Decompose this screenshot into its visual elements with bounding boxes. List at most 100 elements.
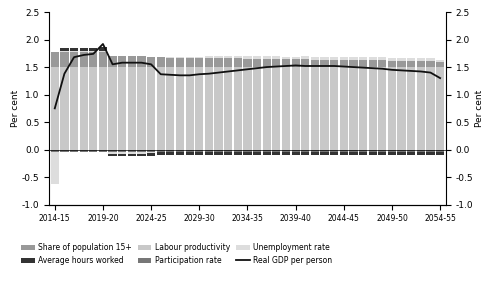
Bar xyxy=(388,58,396,61)
Bar xyxy=(359,152,367,155)
Bar xyxy=(292,150,300,152)
Bar xyxy=(137,152,146,154)
Bar xyxy=(368,57,377,61)
Bar xyxy=(137,150,146,152)
Bar xyxy=(186,58,194,67)
Bar xyxy=(436,150,444,152)
Bar xyxy=(397,152,406,155)
Bar xyxy=(205,152,213,155)
Bar xyxy=(253,56,261,59)
Bar xyxy=(60,67,69,150)
Bar xyxy=(272,56,280,59)
Bar xyxy=(378,57,387,61)
Bar xyxy=(205,67,213,150)
Bar xyxy=(79,51,88,52)
Bar xyxy=(137,56,146,67)
Bar xyxy=(99,51,107,52)
Bar xyxy=(292,57,300,59)
Bar xyxy=(253,67,261,150)
Bar xyxy=(176,58,184,67)
Bar xyxy=(330,57,338,60)
Bar xyxy=(301,67,309,150)
Bar xyxy=(137,154,146,156)
Bar xyxy=(50,150,59,152)
Bar xyxy=(108,56,117,67)
Bar xyxy=(166,67,174,150)
Bar xyxy=(137,67,146,150)
Bar xyxy=(147,67,155,150)
Bar xyxy=(359,67,367,150)
Bar xyxy=(253,59,261,67)
Bar xyxy=(388,61,396,67)
Bar xyxy=(263,59,271,67)
Bar xyxy=(157,67,165,150)
Bar xyxy=(426,152,435,155)
Bar xyxy=(215,67,222,150)
Bar xyxy=(89,52,98,67)
Bar xyxy=(89,67,98,150)
Bar xyxy=(359,61,367,67)
Bar xyxy=(118,56,126,67)
Bar xyxy=(436,152,444,155)
Bar xyxy=(349,57,358,61)
Bar xyxy=(349,67,358,150)
Bar xyxy=(215,58,222,67)
Bar xyxy=(195,58,203,67)
Bar xyxy=(60,51,69,52)
Bar xyxy=(426,58,435,61)
Bar xyxy=(253,152,261,155)
Bar xyxy=(99,150,107,152)
Bar xyxy=(388,67,396,150)
Bar xyxy=(301,150,309,152)
Bar xyxy=(234,67,242,150)
Bar xyxy=(330,60,338,67)
Bar xyxy=(368,150,377,152)
Bar xyxy=(234,58,242,67)
Bar xyxy=(426,67,435,150)
Bar xyxy=(378,150,387,152)
Bar xyxy=(292,59,300,67)
Bar xyxy=(186,150,194,152)
Bar xyxy=(147,150,155,152)
Bar xyxy=(397,61,406,67)
Bar xyxy=(166,58,174,67)
Bar xyxy=(320,57,329,60)
Bar xyxy=(292,152,300,155)
Bar xyxy=(60,150,69,152)
Bar xyxy=(349,152,358,155)
Bar xyxy=(330,152,338,155)
Bar xyxy=(330,67,338,150)
Legend: Share of population 15+, Average hours worked, Labour productivity, Participatio: Share of population 15+, Average hours w… xyxy=(21,243,332,265)
Bar xyxy=(176,57,184,58)
Bar xyxy=(388,150,396,152)
Bar xyxy=(244,59,251,67)
Bar xyxy=(108,67,117,150)
Bar xyxy=(378,67,387,150)
Bar xyxy=(407,67,416,150)
Bar xyxy=(89,150,98,152)
Bar xyxy=(311,57,319,60)
Bar xyxy=(99,67,107,150)
Bar xyxy=(128,152,136,154)
Y-axis label: Per cent: Per cent xyxy=(11,90,20,127)
Bar xyxy=(50,67,59,150)
Bar xyxy=(436,60,444,62)
Bar xyxy=(359,57,367,61)
Bar xyxy=(244,56,251,59)
Bar xyxy=(378,152,387,155)
Bar xyxy=(224,58,232,67)
Bar xyxy=(79,67,88,150)
Bar xyxy=(128,154,136,156)
Bar xyxy=(224,150,232,152)
Bar xyxy=(368,61,377,67)
Bar xyxy=(311,150,319,152)
Bar xyxy=(186,57,194,58)
Bar xyxy=(118,67,126,150)
Bar xyxy=(407,61,416,67)
Bar xyxy=(340,150,348,152)
Bar xyxy=(311,60,319,67)
Bar xyxy=(157,57,165,67)
Bar xyxy=(349,150,358,152)
Bar xyxy=(292,67,300,150)
Bar xyxy=(388,152,396,155)
